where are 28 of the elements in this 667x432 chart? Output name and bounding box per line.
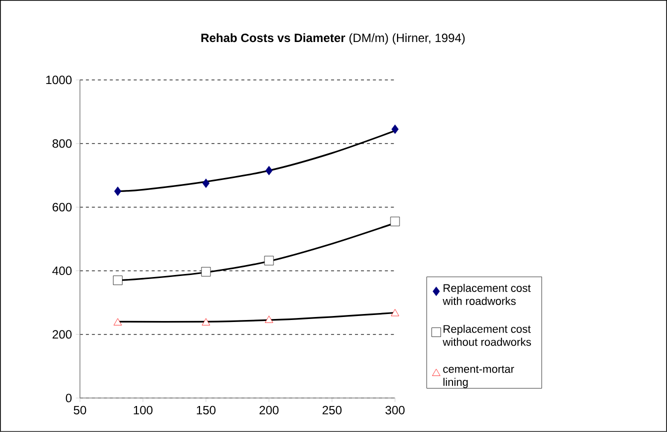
- point: [202, 318, 210, 326]
- y-tick-label: 1000: [46, 76, 72, 84]
- x-tick-label: 150: [196, 406, 216, 414]
- point: [391, 124, 399, 134]
- legend-label: Replacement cost with roadworks: [442, 284, 531, 305]
- x-tick-label: 250: [322, 406, 342, 414]
- point: [265, 166, 273, 176]
- point: [114, 186, 122, 196]
- legend-label: Replacement cost without roadworks: [442, 324, 531, 346]
- point: [264, 256, 274, 266]
- x-tick-label: 50: [74, 406, 86, 414]
- y-tick-label: 800: [52, 139, 72, 148]
- y-tick-label: 400: [52, 266, 72, 276]
- point: [113, 276, 122, 286]
- point: [390, 309, 400, 316]
- y-tick-label: 0: [66, 394, 72, 402]
- point: [201, 267, 211, 276]
- point: [390, 216, 400, 226]
- x-tick-label: 300: [385, 406, 405, 414]
- point: [114, 318, 122, 326]
- legend-label: cement-mortar lining: [443, 366, 514, 388]
- chart-title: Rehab Costs vs Diameter (DM/m) (Hirner, 1994): [201, 33, 465, 45]
- y-tick-label: 200: [52, 330, 72, 339]
- point: [202, 178, 210, 188]
- point: [264, 316, 274, 323]
- x-tick-label: 100: [134, 406, 152, 414]
- y-tick-label: 600: [52, 202, 72, 212]
- x-tick-label: 200: [260, 406, 279, 414]
